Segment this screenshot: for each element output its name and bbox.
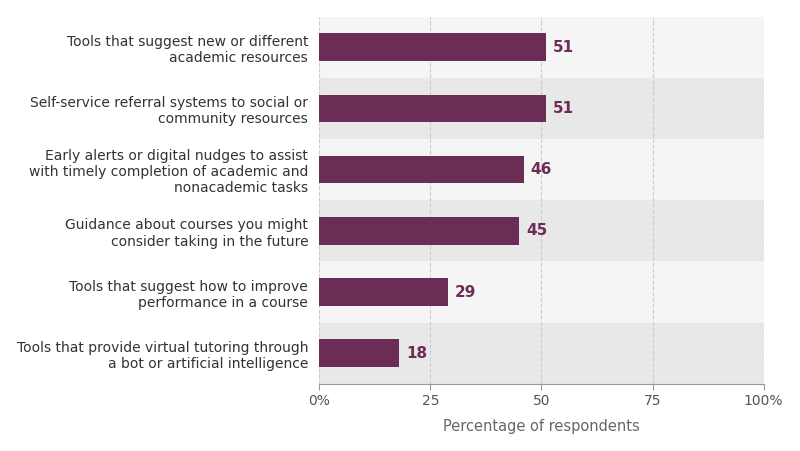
Bar: [319, 78, 763, 139]
Bar: [319, 322, 763, 384]
X-axis label: Percentage of respondents: Percentage of respondents: [443, 419, 640, 434]
Bar: [319, 217, 519, 244]
Bar: [319, 340, 399, 367]
Text: 51: 51: [553, 40, 574, 55]
Bar: [319, 278, 448, 306]
Bar: [319, 95, 546, 122]
Bar: [319, 156, 524, 184]
Text: 45: 45: [526, 223, 547, 238]
Bar: [319, 17, 763, 78]
Text: 51: 51: [553, 101, 574, 116]
Bar: [319, 200, 763, 262]
Bar: [319, 262, 763, 322]
Text: 29: 29: [454, 285, 476, 299]
Bar: [319, 139, 763, 200]
Text: 46: 46: [530, 162, 552, 177]
Bar: [319, 33, 546, 61]
Text: 18: 18: [406, 346, 427, 361]
